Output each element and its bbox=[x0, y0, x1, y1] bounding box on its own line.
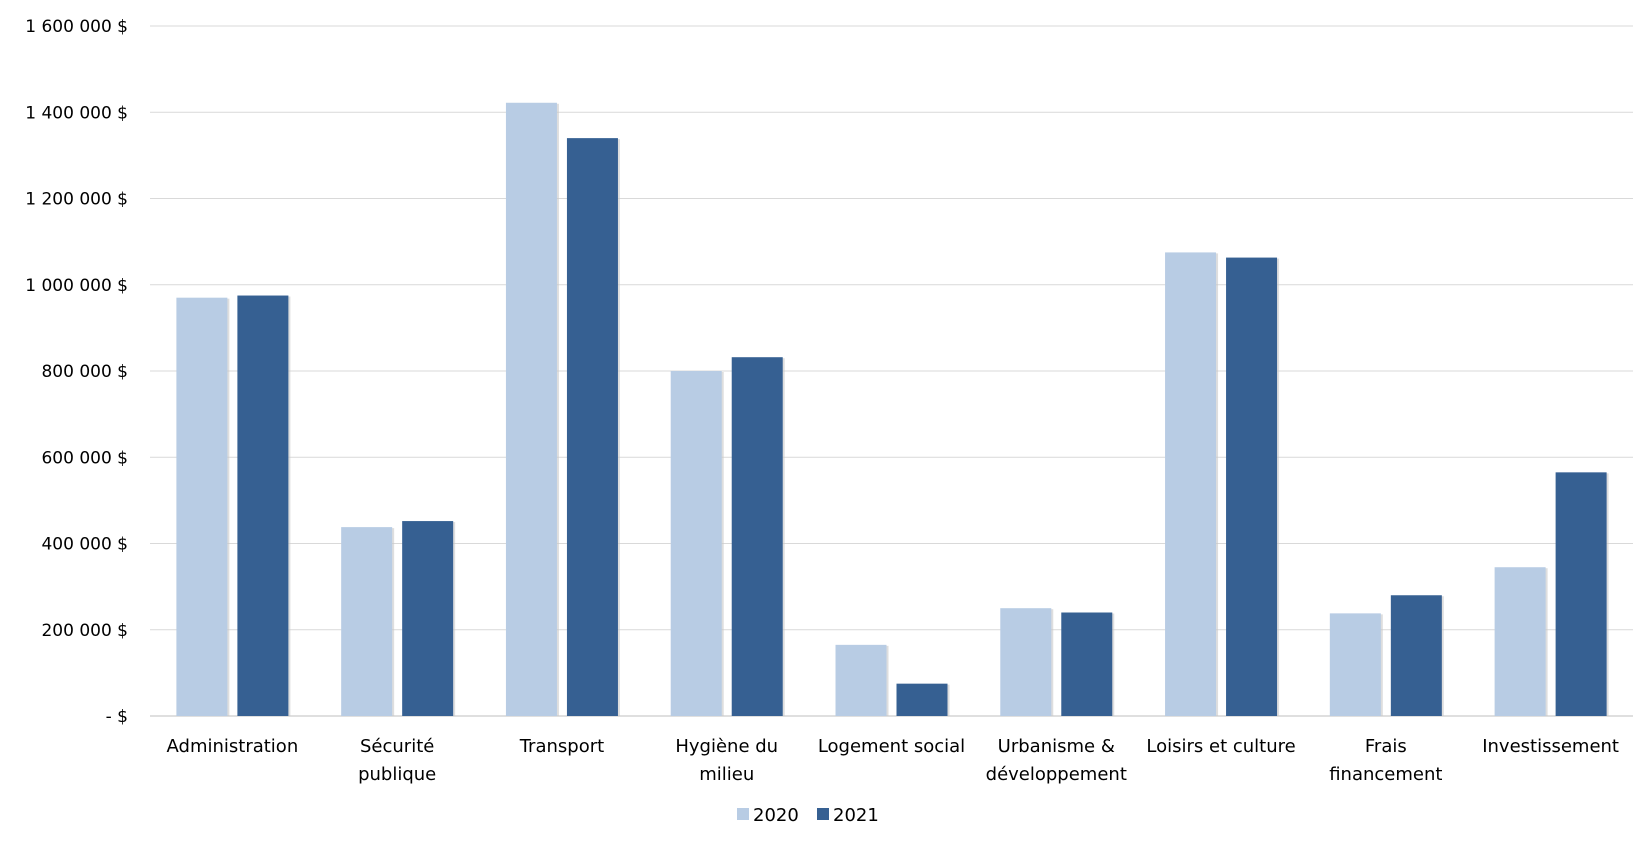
bar-2020 bbox=[1494, 567, 1546, 716]
x-tick-label: développement bbox=[986, 764, 1127, 785]
y-tick-label: - $ bbox=[106, 707, 128, 727]
y-tick-label: 200 000 $ bbox=[41, 621, 128, 641]
x-tick-label: financement bbox=[1329, 764, 1442, 785]
bar-2021 bbox=[1226, 257, 1278, 716]
x-tick-label: Logement social bbox=[818, 736, 965, 757]
x-tick-label: Hygiène du bbox=[675, 736, 778, 757]
x-tick-label: Frais bbox=[1365, 736, 1407, 757]
y-tick-label: 600 000 $ bbox=[41, 448, 128, 468]
legend-label: 2021 bbox=[833, 805, 879, 826]
bar-2020 bbox=[835, 644, 887, 716]
bar-2020 bbox=[176, 297, 228, 716]
legend-swatch-2021 bbox=[817, 808, 829, 820]
bar-2020 bbox=[1000, 608, 1052, 716]
y-tick-label: 400 000 $ bbox=[41, 535, 128, 555]
bar-2020 bbox=[341, 527, 393, 716]
x-tick-label: Sécurité bbox=[360, 736, 434, 757]
bar-2020 bbox=[1329, 613, 1381, 716]
bar-2020 bbox=[505, 102, 557, 716]
y-tick-label: 1 600 000 $ bbox=[25, 17, 128, 37]
x-tick-label: Transport bbox=[519, 736, 604, 757]
x-tick-label: Investissement bbox=[1482, 736, 1619, 757]
x-tick-label: publique bbox=[358, 764, 436, 785]
bar-2021 bbox=[896, 683, 948, 716]
bar-2021 bbox=[1061, 612, 1113, 716]
y-tick-label: 800 000 $ bbox=[41, 362, 128, 382]
bar-2021 bbox=[566, 138, 618, 716]
y-tick-label: 1 000 000 $ bbox=[25, 276, 128, 296]
bar-2021 bbox=[731, 357, 783, 716]
legend-label: 2020 bbox=[753, 805, 799, 826]
x-tick-label: milieu bbox=[699, 764, 754, 785]
bar-2020 bbox=[1165, 252, 1217, 716]
bar-2020 bbox=[670, 371, 722, 716]
x-tick-label: Urbanisme & bbox=[998, 736, 1115, 757]
bar-2021 bbox=[1555, 472, 1607, 716]
y-tick-label: 1 400 000 $ bbox=[25, 103, 128, 123]
bar-2021 bbox=[1390, 595, 1442, 716]
legend-swatch-2020 bbox=[737, 808, 749, 820]
y-tick-label: 1 200 000 $ bbox=[25, 190, 128, 210]
bar-2021 bbox=[402, 521, 454, 716]
x-tick-label: Administration bbox=[167, 736, 299, 757]
bar-2021 bbox=[237, 295, 289, 716]
x-tick-label: Loisirs et culture bbox=[1146, 736, 1295, 757]
